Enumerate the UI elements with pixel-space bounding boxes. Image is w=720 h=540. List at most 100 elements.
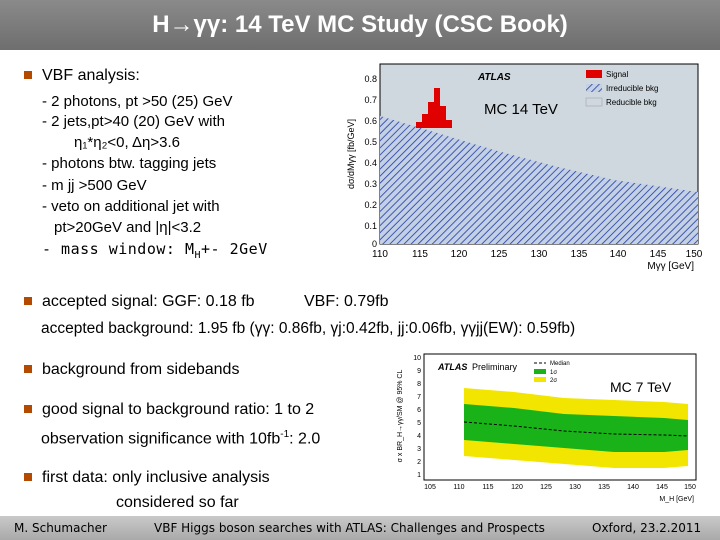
footer-author: M. Schumacher xyxy=(14,521,107,535)
firstdata-line-1: first data: only inclusive analysis xyxy=(42,469,270,486)
accepted-signal: accepted signal: GGF: 0.18 fb xyxy=(42,293,255,310)
plot2-ytick: 7 xyxy=(417,394,421,401)
plot1-atlas-label: ATLAS xyxy=(477,72,511,83)
vbf-line-4: - photons btw. tagging jets xyxy=(42,155,217,172)
bullet-accepted: accepted signal: GGF: 0.18 fb xyxy=(24,292,255,312)
plot2-xtick: 140 xyxy=(627,484,639,491)
bullet-square-icon xyxy=(24,405,32,414)
ratio-line-2-pre: observation significance with 10fb xyxy=(41,430,281,448)
signal-peak xyxy=(416,88,452,128)
atlas-7tev-limit-plot: σ x BR_H→γγ/SM @ 95% CL 10 9 8 7 6 5 4 3… xyxy=(364,346,704,506)
plot2-xtick: 105 xyxy=(424,484,436,491)
plot1-xtick: 150 xyxy=(686,249,703,260)
firstdata-line-2: considered so far xyxy=(116,494,239,511)
plot1-ytick: 0.4 xyxy=(364,158,377,168)
legend-signal-swatch xyxy=(586,70,602,78)
bullet-square-icon xyxy=(24,71,32,80)
plot2-atlas-label: ATLAS xyxy=(437,362,467,372)
plot2-ytick: 3 xyxy=(417,446,421,453)
vbf-line-6: - veto on additional jet with xyxy=(42,198,220,215)
plot1-ytick: 0.5 xyxy=(364,137,377,147)
bullet-square-icon xyxy=(24,473,32,482)
legend-1sigma: 1σ xyxy=(550,370,557,376)
vbf-line-8: - mass window: MH+- 2GeV xyxy=(42,239,268,266)
vbf-line-3: η₁*η₂<0, Δη>3.6 xyxy=(74,134,180,151)
vbf-line-2: - 2 jets,pt>40 (20) GeV with xyxy=(42,113,226,130)
legend-irreducible-swatch xyxy=(586,84,602,92)
plot1-ytick: 0.7 xyxy=(364,95,377,105)
plot1-xtick: 145 xyxy=(650,249,667,260)
bullet-ratio: good signal to background ratio: 1 to 2 xyxy=(24,400,314,420)
plot2-xtick: 110 xyxy=(453,484,464,491)
plot1-overlay-label: MC 14 TeV xyxy=(484,101,558,118)
plot2-xtick: 130 xyxy=(569,484,581,491)
mass-window-sub: H xyxy=(194,250,202,261)
bullet-vbf: VBF analysis: xyxy=(24,66,140,86)
plot1-ytick: 0.3 xyxy=(364,179,377,189)
plot2-ytick: 1 xyxy=(417,472,421,479)
vbf-line-1: - 2 photons, pt >50 (25) GeV xyxy=(42,93,233,110)
plot2-xtick: 135 xyxy=(598,484,610,491)
plot1-xtick: 135 xyxy=(571,249,588,260)
plot1-xtick: 115 xyxy=(412,249,428,260)
bullet-square-icon xyxy=(24,365,32,374)
plot2-ylabel: σ x BR_H→γγ/SM @ 95% CL xyxy=(397,370,404,463)
legend-irreducible: Irreducible bkg xyxy=(606,84,658,93)
ratio-line-1: good signal to background ratio: 1 to 2 xyxy=(42,401,315,418)
slide-footer: M. Schumacher VBF Higgs boson searches w… xyxy=(0,516,720,540)
plot1-ylabel: dσ/dMγγ [fb/GeV] xyxy=(346,119,356,189)
plot2-xtick: 150 xyxy=(684,484,696,491)
plot1-xtick: 130 xyxy=(531,249,548,260)
sidebands-text: background from sidebands xyxy=(42,361,240,378)
legend-median: Median xyxy=(550,361,570,367)
footer-talk-title: VBF Higgs boson searches with ATLAS: Cha… xyxy=(154,521,545,535)
legend-reducible: Reducible bkg xyxy=(606,98,657,107)
vbf-line-7: pt>20GeV and |η|<3.2 xyxy=(54,219,202,236)
plot2-ytick: 9 xyxy=(417,368,421,375)
vbf-line-5: - m jj >500 GeV xyxy=(42,177,147,194)
ratio-line-2-post: : 2.0 xyxy=(289,430,321,448)
accepted-signal-vbf: VBF: 0.79fb xyxy=(304,293,389,310)
plot2-ytick: 4 xyxy=(417,433,421,440)
median-line xyxy=(463,421,689,437)
plot1-xtick: 110 xyxy=(372,249,388,260)
plot1-xlabel: Mγγ [GeV] xyxy=(647,261,694,272)
slide-title: H→γγ: 14 TeV MC Study (CSC Book) xyxy=(0,0,720,50)
plot1-ytick: 0.8 xyxy=(364,74,377,84)
plot1-ytick: 0.1 xyxy=(364,221,377,231)
accepted-background: accepted background: 1.95 fb (γγ: 0.86fb… xyxy=(41,320,576,337)
plot2-preliminary-label: Preliminary xyxy=(472,362,518,372)
plot2-ytick: 2 xyxy=(417,459,421,466)
legend-reducible-swatch xyxy=(585,97,603,107)
plot1-ytick: 0 xyxy=(372,239,377,249)
slide-title-text: H→γγ: 14 TeV MC Study (CSC Book) xyxy=(152,11,568,38)
plot1-ytick: 0.6 xyxy=(364,116,377,126)
plot2-xtick: 120 xyxy=(511,484,523,491)
legend-signal: Signal xyxy=(606,70,628,79)
plot2-xtick: 145 xyxy=(656,484,668,491)
ratio-line-2-sup: -1 xyxy=(280,429,290,440)
bullet-sidebands: background from sidebands xyxy=(24,360,239,380)
footer-place-date: Oxford, 23.2.2011 xyxy=(592,521,702,535)
plot1-xtick: 140 xyxy=(610,249,627,260)
atlas-14tev-plot: dσ/dMγγ [fb/GeV] 0.8 0.7 0.6 0.5 0.4 0.3… xyxy=(344,56,706,272)
mass-window-tail: +- 2GeV xyxy=(201,240,268,258)
legend-1sigma-swatch xyxy=(534,369,546,374)
bullet-square-icon xyxy=(24,297,32,306)
plot2-xtick: 115 xyxy=(482,484,493,491)
band-1sigma xyxy=(464,404,688,452)
plot2-ytick: 6 xyxy=(417,407,421,414)
plot2-ytick: 8 xyxy=(417,381,421,388)
plot2-xlabel: M_H [GeV] xyxy=(659,496,694,503)
legend-2sigma-swatch xyxy=(534,377,546,382)
plot2-ytick: 10 xyxy=(413,355,421,362)
plot2-xtick: 125 xyxy=(540,484,552,491)
bullet-firstdata: first data: only inclusive analysis xyxy=(24,468,270,488)
plot1-xtick: 120 xyxy=(451,249,468,260)
plot2-overlay-label: MC 7 TeV xyxy=(610,379,672,395)
legend-2sigma: 2σ xyxy=(550,378,557,384)
mass-window-text: - mass window: M xyxy=(42,240,195,258)
ratio-line-2: observation significance with 10fb-1: 2.… xyxy=(41,425,320,449)
plot1-ytick: 0.2 xyxy=(364,200,377,210)
irreducible-bkg-area xyxy=(380,116,698,244)
